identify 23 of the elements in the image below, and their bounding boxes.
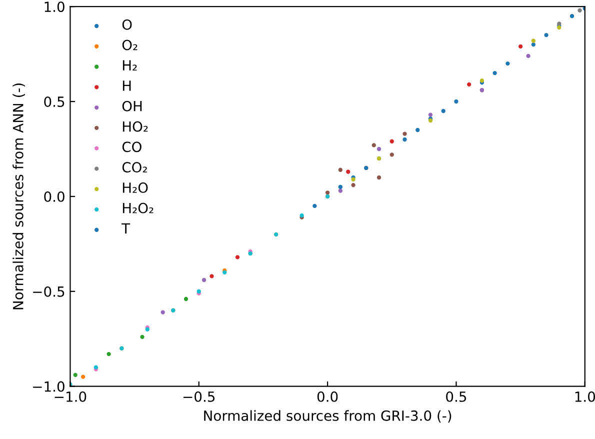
- x-tick-label: 1.0: [575, 391, 595, 402]
- legend-label: H₂O: [122, 182, 148, 193]
- y-tick-label: −0.5: [33, 286, 64, 297]
- y-tick-label: 0.0: [44, 191, 64, 202]
- legend-label: H: [122, 80, 131, 91]
- legend-label: OH: [122, 100, 142, 112]
- legend-label: O₂: [122, 40, 138, 50]
- x-tick-label: 0.5: [446, 391, 466, 402]
- y-tick-label: 1.0: [44, 2, 64, 12]
- legend-label: H₂: [122, 60, 137, 70]
- y-tick-label: −1.0: [33, 381, 64, 392]
- y-axis-title: Normalized sources from ANN (-): [12, 84, 26, 310]
- x-tick-label: −1.0: [54, 391, 86, 402]
- legend-label: CO: [122, 142, 142, 152]
- x-tick-label: 0.0: [317, 391, 338, 402]
- legend-label: CO₂: [122, 162, 147, 173]
- legend-label: T: [122, 223, 130, 234]
- legend-label: O: [122, 19, 132, 30]
- legend-label: H₂O₂: [122, 202, 154, 214]
- legend-label: HO₂: [122, 121, 148, 132]
- x-axis-title: Normalized sources from GRI-3.0 (-): [204, 410, 452, 423]
- y-tick-label: 0.5: [44, 96, 64, 107]
- x-tick-label: −0.5: [183, 391, 215, 402]
